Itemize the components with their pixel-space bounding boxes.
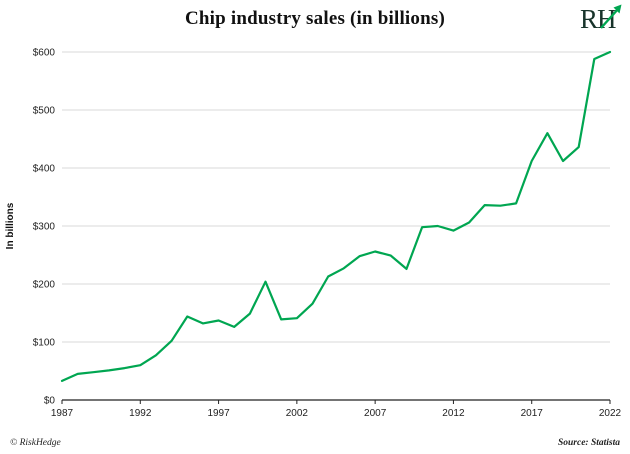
sales-line bbox=[60, 50, 612, 382]
chart-title: Chip industry sales (in billions) bbox=[184, 8, 445, 29]
chart-header: Chip industry sales (in billions) RH bbox=[0, 0, 630, 38]
x-tick-label: 1987 bbox=[51, 408, 74, 419]
x-tick-label: 2002 bbox=[286, 408, 309, 419]
logo-arrow-icon bbox=[600, 4, 622, 29]
source-credit: Source: Statista bbox=[557, 438, 620, 448]
y-axis-title: In billions bbox=[5, 202, 16, 249]
riskhedge-logo: RH bbox=[580, 3, 622, 35]
x-tick-label: 2012 bbox=[442, 408, 465, 419]
line-chart: $0 $100 $200 $300 $400 $500 $600 1987 1992 1997 20… bbox=[5, 48, 622, 420]
x-tick-label: 1992 bbox=[129, 408, 152, 419]
x-tick-label: 2017 bbox=[521, 408, 544, 419]
y-tick-label: $600 bbox=[33, 48, 56, 59]
y-tick-label: $300 bbox=[33, 222, 56, 233]
y-tick-label: $0 bbox=[44, 396, 56, 407]
x-tick-label: 1997 bbox=[207, 408, 230, 419]
y-tick-label: $100 bbox=[33, 338, 56, 349]
y-tick-label: $500 bbox=[33, 106, 56, 117]
y-tick-label: $200 bbox=[33, 280, 56, 291]
chart-area: $0 $100 $200 $300 $400 $500 $600 1987 1992 1997 20… bbox=[0, 38, 630, 434]
chart-footer: © RiskHedge Source: Statista bbox=[0, 435, 630, 451]
x-tick-label: 2022 bbox=[599, 408, 622, 419]
y-tick-label: $400 bbox=[33, 164, 56, 175]
x-tick-label: 2007 bbox=[364, 408, 387, 419]
copyright-credit: © RiskHedge bbox=[10, 438, 61, 448]
